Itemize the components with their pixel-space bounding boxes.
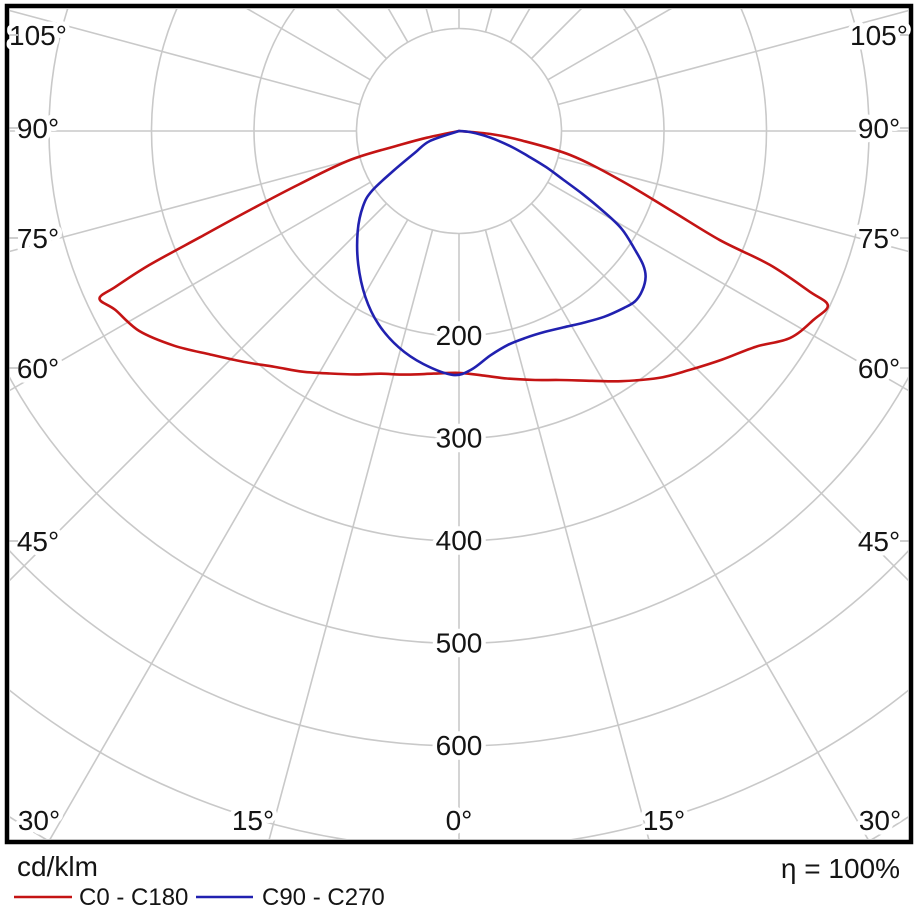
- legend: C0 - C180 C90 - C270: [14, 884, 385, 911]
- radial-label: 600: [436, 730, 483, 761]
- radial-label: 500: [436, 628, 483, 659]
- curves: [98, 129, 830, 383]
- angle-label: 0°: [446, 805, 473, 836]
- grid-spoke: [268, 229, 434, 839]
- angle-label: 90°: [17, 113, 59, 144]
- angle-label: 75°: [17, 223, 59, 254]
- angle-label: 75°: [858, 223, 900, 254]
- chart-frame: [4, 3, 914, 845]
- efficiency-label: η = 100%: [781, 853, 900, 884]
- angle-label: 90°: [858, 113, 900, 144]
- radial-label: 300: [436, 423, 483, 454]
- grid-spoke: [547, 181, 908, 392]
- angle-label: 60°: [17, 353, 59, 384]
- grid-spoke: [10, 156, 361, 253]
- angle-label: 45°: [858, 526, 900, 557]
- grid-spoke: [557, 9, 908, 106]
- legend-label-c90: C90 - C270: [262, 884, 385, 911]
- angle-label: 60°: [858, 353, 900, 384]
- curve-c0-c180: [98, 129, 830, 383]
- grid-spoke: [10, 181, 371, 392]
- radial-label: 400: [436, 525, 483, 556]
- grid-spoke: [10, 9, 361, 106]
- grid-spoke: [530, 202, 908, 582]
- angle-label: 30°: [18, 805, 60, 836]
- legend-label-c0: C0 - C180: [79, 884, 188, 911]
- angle-label: 45°: [17, 526, 59, 557]
- unit-label: cd/klm: [17, 851, 98, 882]
- grid-spoke: [10, 202, 388, 582]
- radial-label: 200: [436, 320, 483, 351]
- grid-spoke: [509, 219, 869, 839]
- grid-spoke: [557, 156, 908, 253]
- legend-item-c0: C0 - C180: [14, 884, 188, 911]
- grid-spoke: [49, 219, 409, 839]
- legend-item-c90: C90 - C270: [196, 884, 385, 911]
- angle-label: 15°: [643, 805, 685, 836]
- angle-label: 30°: [859, 805, 901, 836]
- angle-label: 15°: [232, 805, 274, 836]
- grid-spoke: [484, 229, 650, 839]
- curve-c90-c270: [355, 129, 647, 377]
- angle-label: 105°: [850, 20, 908, 51]
